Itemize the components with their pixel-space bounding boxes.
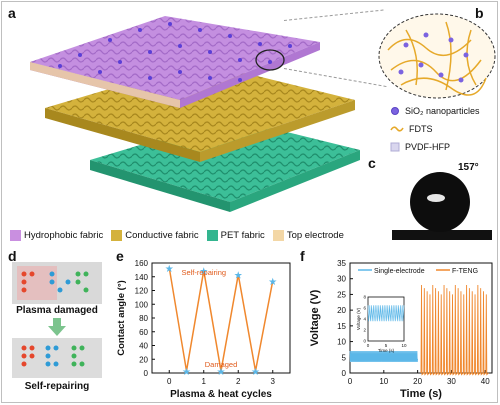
pvdf-square-icon <box>390 142 400 152</box>
panel-letter-e: e <box>116 248 124 264</box>
zoom-circle <box>255 49 285 71</box>
chart-f-inset-ytick-label: 8 <box>363 295 366 300</box>
chart-f-ytick-label: 20 <box>337 306 346 315</box>
chart-f-legend-fteng-label: F-TENG <box>452 268 478 275</box>
plasma-damaged-caption: Plasma damaged <box>16 305 98 316</box>
chart-f-inset-frame <box>367 296 405 342</box>
panel-letter-a: a <box>8 5 16 21</box>
chart-e-ylabel: Contact angle (°) <box>116 280 127 356</box>
legend-sio2-label: SiO₂ nanoparticles <box>405 106 480 116</box>
water-droplet-image <box>392 172 492 240</box>
chart-f-xtick-label: 0 <box>348 377 353 386</box>
chart-f-xtick-label: 20 <box>413 377 422 386</box>
legend-fdts-label: FDTS <box>409 124 433 134</box>
chart-f-ytick-label: 25 <box>337 290 346 299</box>
legend-hydrophobic: Hydrophobic fabric <box>10 229 103 241</box>
chart-f-ytick-label: 5 <box>342 353 347 362</box>
chart-e-ytick-label: 100 <box>135 300 149 309</box>
layered-fabric-illustration <box>30 16 360 212</box>
chart-f-inset-ytick-label: 2 <box>363 328 366 333</box>
chart-e-xtick-label: 0 <box>167 377 172 386</box>
chart-e-ytick-label: 120 <box>135 287 149 296</box>
chart-f-inset-xtick-label: 5 <box>385 343 388 348</box>
chart-f-ytick-label: 35 <box>337 259 346 268</box>
chart-e-ytick-label: 60 <box>139 328 148 337</box>
chart-f-inset-ytick-label: 0 <box>363 339 366 344</box>
plasma-damaged-photo <box>12 262 102 304</box>
panel-letter-b: b <box>475 5 484 21</box>
chart-e-point: ★ <box>251 367 260 378</box>
chart-f-xtick-label: 10 <box>379 377 388 386</box>
chart-f-inset-ytick-label: 4 <box>363 317 366 322</box>
chart-e-ytick-label: 0 <box>144 369 149 378</box>
panel-letter-d: d <box>8 248 17 264</box>
chart-f-xtick-label: 30 <box>447 377 456 386</box>
chart-f-inset-signal <box>367 305 405 322</box>
chart-e-annotation-damaged: Damaged <box>205 360 238 369</box>
fabric-legend: Hydrophobic fabric Conductive fabric PET… <box>10 226 400 244</box>
self-repairing-photo <box>12 338 102 378</box>
conductive-fabric-layer <box>45 62 355 162</box>
chart-e-ytick-label: 140 <box>135 273 149 282</box>
fdts-wave-icon <box>390 126 404 132</box>
chart-e-point: ★ <box>268 277 277 288</box>
chart-e-xtick-label: 2 <box>236 377 241 386</box>
chart-f-ytick-label: 15 <box>337 322 346 331</box>
chart-f-legend-single-label: Single-electrode <box>374 268 425 275</box>
legend-sio2: SiO₂ nanoparticles <box>390 106 480 116</box>
chart-e-point: ★ <box>199 267 208 278</box>
chart-e-point: ★ <box>182 367 191 378</box>
chart-f-ytick-label: 30 <box>337 275 346 284</box>
self-repairing-caption: Self-repairing <box>24 381 90 392</box>
panel-letter-c: c <box>368 155 376 171</box>
legend-pvdf-label: PVDF-HFP <box>405 142 450 152</box>
contact-angle-value: 157° <box>458 162 479 173</box>
pet-fabric-layer <box>90 118 360 212</box>
chart-f-inset-xtick-label: 0 <box>367 343 370 348</box>
chart-f-series-f-teng <box>420 284 489 376</box>
chart-f-ytick-label: 0 <box>342 369 347 378</box>
sio2-dot-icon <box>391 107 399 115</box>
chart-e-series-line <box>168 267 274 372</box>
sio2-particles <box>58 22 292 82</box>
chart-e-annotation-self-repairing: Self-repairing <box>181 268 226 277</box>
legend-fdts: FDTS <box>390 124 433 134</box>
pet-swatch <box>206 229 218 241</box>
legend-electrode: Top electrode <box>272 229 344 241</box>
conductive-swatch <box>111 229 123 241</box>
chart-f-xlabel: Time (s) <box>400 388 442 400</box>
down-arrow-icon <box>48 318 66 336</box>
chart-e-ytick-label: 20 <box>139 355 148 364</box>
chart-f-inset-ylabel: Voltage (V) <box>356 307 361 330</box>
chart-e-ytick-label: 160 <box>135 259 149 268</box>
electrode-swatch <box>272 229 284 241</box>
chart-f-ylabel: Voltage (V) <box>309 289 321 346</box>
chart-e-point: ★ <box>165 264 174 275</box>
chart-e-ytick-label: 80 <box>139 314 148 323</box>
chart-f-inset-xlabel: Time (s) <box>378 348 395 353</box>
chart-e-point: ★ <box>234 271 243 282</box>
panel-letter-f: f <box>300 248 305 264</box>
chart-e-point: ★ <box>217 367 226 378</box>
chart-f-xtick-label: 40 <box>481 377 490 386</box>
hydrophobic-swatch <box>10 229 21 241</box>
chart-e-ytick-label: 40 <box>139 342 148 351</box>
fiber-zoom-detail <box>378 13 496 99</box>
chart-f-inset-ytick-label: 6 <box>363 306 366 311</box>
chart-e-xlabel: Plasma & heat cycles <box>170 389 272 400</box>
hydrophobic-fabric-layer <box>30 16 320 108</box>
legend-pvdf: PVDF-HFP <box>390 142 450 152</box>
chart-e-xtick-label: 3 <box>271 377 276 386</box>
chart-f-series-single-electrode <box>349 350 419 363</box>
chart-e-xtick-label: 1 <box>202 377 207 386</box>
chart-f-ytick-label: 10 <box>337 338 346 347</box>
legend-pet: PET fabric <box>206 229 265 241</box>
legend-conductive: Conductive fabric <box>111 229 199 241</box>
chart-f-inset-xtick-label: 10 <box>401 343 407 348</box>
